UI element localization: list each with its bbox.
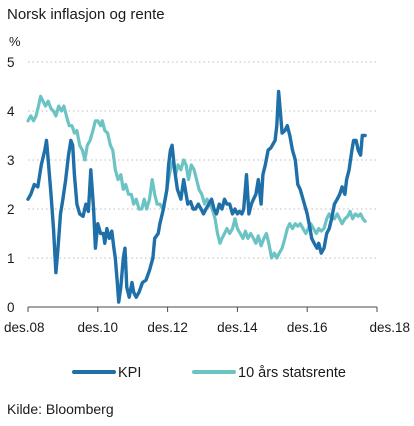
legend: KPI 10 års statsrente	[72, 365, 346, 381]
legend-item-kpi: KPI	[72, 365, 141, 381]
y-tick-labels: 0 1 2 3 4 5	[7, 55, 15, 315]
x-tick-label: des.14	[217, 320, 258, 335]
chart-title: Norsk inflasjon og rente	[7, 6, 165, 23]
source-note: Kilde: Bloomberg	[7, 401, 114, 417]
x-tick-label: des.12	[147, 320, 188, 335]
y-tick-label: 5	[7, 55, 15, 70]
series-line-statsrente	[26, 94, 367, 260]
y-tick-label: 0	[7, 300, 15, 315]
series-line-kpi	[26, 89, 367, 304]
x-tick-labels: des.08 des.10 des.12 des.14 des.16 des.18	[4, 307, 410, 335]
x-tick-label: des.08	[4, 320, 45, 335]
y-tick-label: 2	[7, 202, 15, 217]
x-tick-label: des.16	[287, 320, 328, 335]
legend-label-statsrente: 10 års statsrente	[238, 365, 346, 381]
legend-label-kpi: KPI	[118, 365, 141, 381]
x-tick-label: des.18	[369, 320, 410, 335]
y-unit-label: %	[9, 34, 21, 49]
y-tick-label: 1	[7, 251, 15, 266]
legend-item-statsrente: 10 års statsrente	[192, 365, 346, 381]
y-tick-label: 3	[7, 153, 15, 168]
series-lines	[26, 89, 367, 304]
x-tick-label: des.10	[78, 320, 119, 335]
y-tick-label: 4	[7, 104, 15, 119]
